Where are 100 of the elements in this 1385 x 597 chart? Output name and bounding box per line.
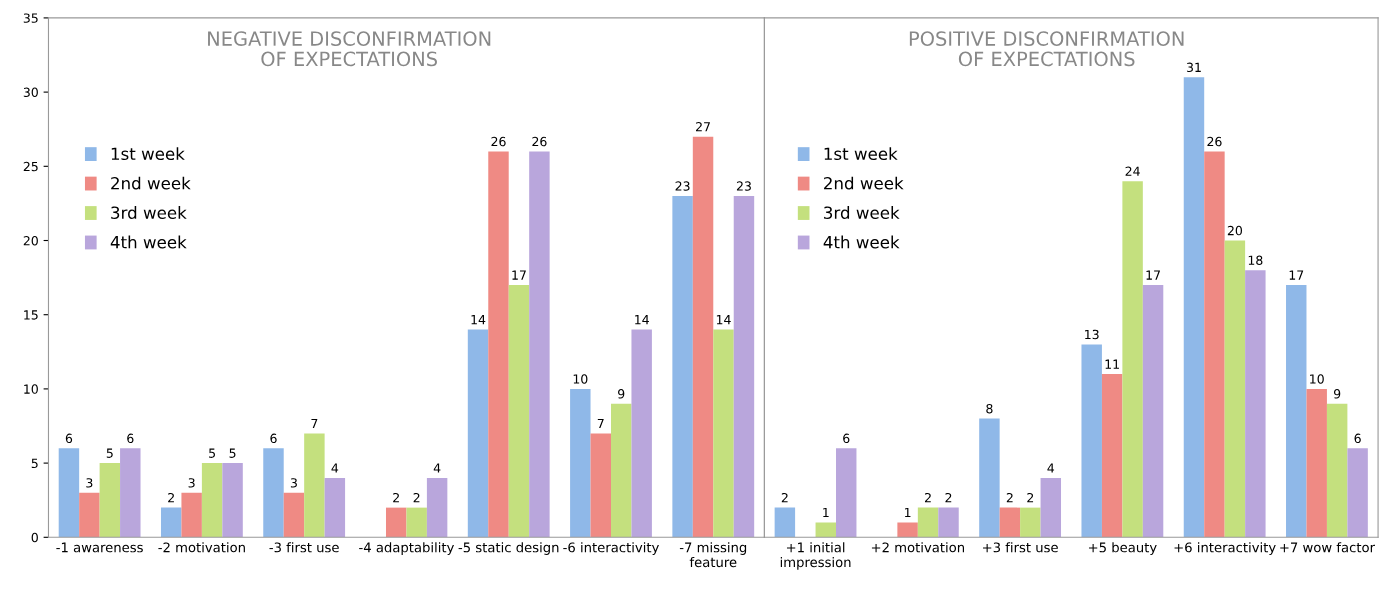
data-label: 17 bbox=[1146, 270, 1160, 280]
text: POSITIVE DISCONFIRMATION OF EXPECTATIONS bbox=[909, 31, 1184, 67]
x-tick-label: +7 wow factor bbox=[1280, 542, 1376, 553]
bar bbox=[120, 448, 141, 538]
bar bbox=[467, 329, 489, 538]
y-tick-label: 30 bbox=[23, 87, 38, 98]
bar bbox=[1040, 477, 1062, 538]
bar bbox=[1101, 374, 1123, 538]
data-label: 11 bbox=[1105, 359, 1119, 369]
data-label: 9 bbox=[618, 389, 625, 399]
bar bbox=[488, 151, 509, 538]
x-tick-label: -7 missing feature bbox=[679, 542, 747, 568]
bar bbox=[283, 492, 305, 538]
data-label: 3 bbox=[188, 478, 195, 488]
x-tick-label: -3 first use bbox=[269, 542, 339, 553]
bar bbox=[999, 507, 1021, 538]
data-label: 3 bbox=[290, 478, 297, 488]
bar bbox=[99, 463, 121, 538]
data-label: 6 bbox=[127, 433, 134, 444]
data-label: 23 bbox=[736, 181, 751, 191]
data-label: 3 bbox=[86, 478, 93, 488]
bar bbox=[917, 507, 939, 538]
data-label: 7 bbox=[311, 418, 318, 429]
data-label: 6 bbox=[843, 433, 850, 444]
data-label: 14 bbox=[635, 315, 649, 325]
data-label: 4 bbox=[433, 463, 441, 473]
bar bbox=[1204, 151, 1225, 538]
x-tick-label: +6 interactivity bbox=[1174, 542, 1276, 555]
data-label: 2 bbox=[393, 492, 399, 503]
y-tick-label: 0 bbox=[31, 532, 38, 543]
data-label: 5 bbox=[209, 448, 215, 458]
x-tick-label: -4 adaptability bbox=[359, 542, 454, 555]
data-label: 10 bbox=[1310, 374, 1324, 384]
data-label: 23 bbox=[675, 181, 690, 191]
data-label: 4 bbox=[1047, 463, 1055, 473]
data-label: 10 bbox=[573, 374, 588, 384]
x-tick-label: -5 static design bbox=[458, 542, 559, 555]
data-label: 26 bbox=[1207, 136, 1222, 147]
y-tick-label: 20 bbox=[23, 235, 38, 246]
bar bbox=[529, 151, 550, 538]
bar bbox=[897, 522, 918, 538]
data-label: 5 bbox=[229, 448, 236, 458]
data-label: 1 bbox=[823, 507, 829, 518]
data-label: 2 bbox=[413, 492, 420, 503]
bar bbox=[1122, 181, 1143, 538]
bar bbox=[611, 403, 632, 538]
bar bbox=[1142, 285, 1164, 538]
bar bbox=[1183, 77, 1205, 538]
bar bbox=[79, 492, 100, 538]
data-label: 24 bbox=[1125, 166, 1140, 176]
bar bbox=[631, 329, 652, 538]
data-label: 31 bbox=[1186, 62, 1201, 73]
y-tick-label: 10 bbox=[24, 384, 38, 394]
bar bbox=[1286, 285, 1307, 538]
legend-label: 3rd week bbox=[111, 206, 187, 220]
legend-label: 3rd week bbox=[824, 206, 900, 220]
x-tick-label: +2 motivation bbox=[871, 542, 964, 553]
bar bbox=[58, 448, 80, 538]
bar bbox=[222, 463, 243, 538]
data-label: 6 bbox=[270, 433, 277, 444]
data-label: 26 bbox=[532, 136, 547, 147]
legend-label: 1st week bbox=[111, 147, 185, 161]
bar bbox=[570, 388, 591, 538]
bar bbox=[733, 195, 755, 538]
bar bbox=[979, 418, 1000, 538]
data-label: 2 bbox=[1006, 492, 1013, 503]
data-label: 2 bbox=[781, 492, 788, 503]
text: NEGATIVE DISCONFIRMATION OF EXPECTATIONS bbox=[208, 31, 491, 67]
data-label: 14 bbox=[716, 315, 731, 325]
data-label: 17 bbox=[1289, 270, 1304, 280]
bar bbox=[713, 329, 734, 538]
data-label: 6 bbox=[65, 433, 73, 444]
bar bbox=[508, 285, 530, 538]
bar bbox=[181, 492, 202, 538]
legend-label: 2nd week bbox=[824, 176, 904, 190]
x-tick-label: -6 interactivity bbox=[563, 542, 659, 555]
data-label: 26 bbox=[491, 136, 506, 147]
data-label: 2 bbox=[945, 492, 952, 503]
bar bbox=[1347, 448, 1368, 538]
y-tick-label: 5 bbox=[31, 458, 38, 469]
data-label: 9 bbox=[1333, 389, 1341, 399]
bar bbox=[160, 507, 182, 538]
bar bbox=[590, 433, 611, 538]
bar bbox=[692, 136, 714, 538]
data-label: 7 bbox=[597, 418, 604, 429]
x-tick-label: -1 awareness bbox=[56, 542, 143, 553]
legend-label: 4th week bbox=[110, 235, 187, 249]
data-label: 14 bbox=[471, 315, 486, 325]
y-tick-label: 15 bbox=[24, 310, 38, 320]
bar bbox=[1326, 403, 1348, 538]
data-label: 18 bbox=[1248, 255, 1263, 265]
bar bbox=[672, 195, 693, 538]
bar bbox=[406, 507, 427, 538]
data-label: 17 bbox=[512, 270, 526, 280]
data-label: 6 bbox=[1354, 433, 1361, 444]
bar bbox=[304, 433, 325, 538]
data-label: 1 bbox=[905, 507, 911, 518]
data-label: 2 bbox=[168, 492, 174, 503]
legend-label: 1st week bbox=[824, 147, 898, 161]
bar bbox=[815, 522, 837, 538]
